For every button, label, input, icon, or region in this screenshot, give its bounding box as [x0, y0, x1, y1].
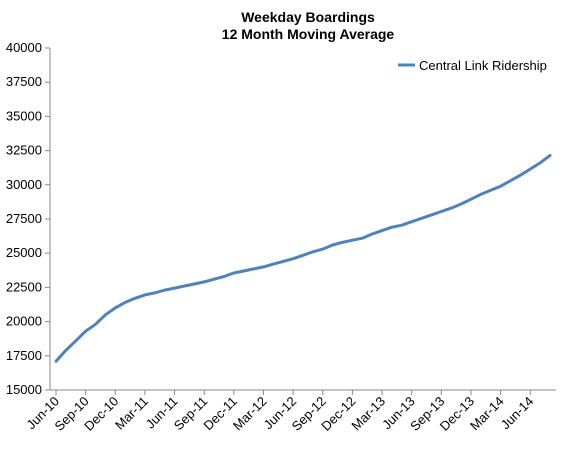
y-tick-label: 22500 — [6, 279, 42, 294]
x-tick-label: Mar-12 — [230, 394, 270, 434]
series-line-central-link-ridership — [54, 153, 552, 363]
y-tick-label: 40000 — [6, 40, 42, 55]
x-tick-label: Jun-14 — [498, 394, 537, 433]
y-tick-label: 35000 — [6, 108, 42, 123]
y-tick-label: 15000 — [6, 382, 42, 397]
series-layer — [54, 153, 552, 363]
y-tick-label: 27500 — [6, 211, 42, 226]
x-tick-label: Mar-13 — [348, 394, 388, 434]
y-axis-ticks: 15000 17500 20000 22500 25000 27500 30000 32500… — [6, 40, 50, 397]
y-tick-label: 17500 — [6, 348, 42, 363]
y-tick-label: 30000 — [6, 177, 42, 192]
x-axis-ticks: Jun-10Sep-10Dec-10Mar-11Jun-11Sep-11Dec-… — [23, 390, 536, 434]
x-tick-label: Mar-11 — [112, 394, 151, 433]
legend: Central Link Ridership — [398, 58, 547, 73]
x-tick-label: Mar-14 — [467, 394, 507, 434]
y-tick-label: 32500 — [6, 143, 42, 158]
y-tick-label: 37500 — [6, 74, 42, 89]
chart-subtitle: 12 Month Moving Average — [222, 26, 395, 42]
legend-label: Central Link Ridership — [419, 58, 547, 73]
y-tick-label: 25000 — [6, 245, 42, 260]
y-tick-label: 20000 — [6, 314, 42, 329]
chart-title: Weekday Boardings — [241, 9, 375, 25]
